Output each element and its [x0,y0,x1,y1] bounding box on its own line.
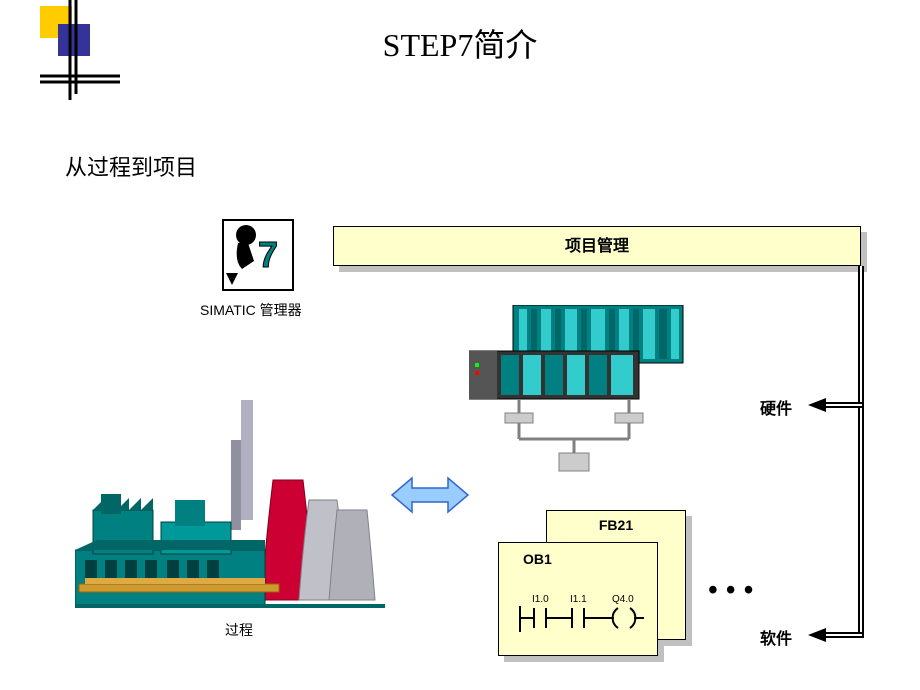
connector-vline [858,266,864,638]
process-label: 过程 [225,620,253,640]
connector-sw-line [824,632,862,638]
ladder-i10: I1.0 [532,594,549,605]
ladder-diagram: I1.0 I1.1 Q4.0 [518,592,648,645]
simatic-caption: SIMATIC 管理器 [200,300,302,320]
hw-arrow-icon [808,398,826,412]
connector-hw-line [824,402,862,408]
ob1-label: OB1 [499,543,657,567]
ellipsis-dots: ••• [708,575,761,607]
page-title: STEP7简介 [0,20,920,66]
fb21-label: FB21 [547,511,685,533]
factory-process-icon [75,400,385,625]
bidirectional-arrow-icon [390,470,470,525]
simatic-icon: 7 [222,219,294,291]
sw-arrow-icon [808,628,826,642]
hardware-label: 硬件 [760,395,792,419]
ladder-i11: I1.1 [570,594,587,605]
svg-text:7: 7 [258,234,278,275]
project-management-box: 项目管理 [333,226,861,266]
software-label: 软件 [760,625,792,649]
ladder-q40: Q4.0 [612,594,634,605]
plc-hardware-icon [469,305,699,480]
page-subtitle: 从过程到项目 [65,150,197,182]
